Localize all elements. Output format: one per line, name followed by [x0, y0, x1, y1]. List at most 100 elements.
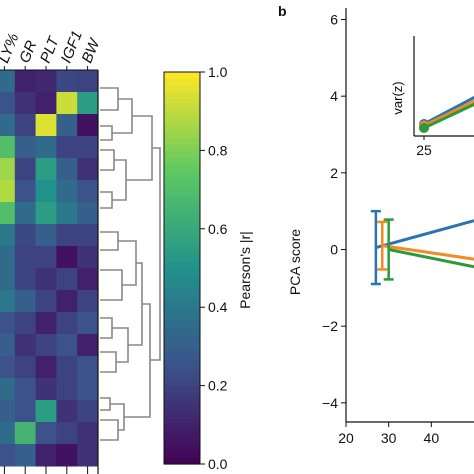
colorbar-tick-label: 1.0	[208, 64, 228, 80]
heatmap-cell	[14, 224, 37, 247]
colorbar-gradient-step	[164, 163, 200, 171]
inset-y-axis-label: var(z)	[390, 81, 405, 114]
colorbar-tick-label: 0.6	[208, 221, 228, 237]
colorbar-gradient-step	[164, 98, 200, 106]
heatmap-cell	[0, 92, 16, 115]
heatmap-cell	[56, 202, 78, 225]
heatmap-cell	[56, 70, 78, 93]
heatmap-cell	[56, 136, 78, 159]
colorbar-gradient-step	[164, 385, 200, 393]
heatmap-cell	[14, 290, 37, 313]
colorbar-gradient-step	[164, 215, 200, 223]
colorbar-gradient-step	[164, 444, 200, 452]
heatmap-cell	[0, 268, 16, 291]
colorbar-gradient-step	[164, 85, 200, 93]
heatmap-cell	[56, 334, 78, 357]
heatmap-cell	[0, 180, 16, 203]
heatmap-cell	[14, 114, 37, 137]
y-axis-label: PCA score	[287, 229, 303, 295]
panel-label-b: b	[278, 3, 287, 19]
y-tick-label: 6	[330, 12, 338, 28]
colorbar-gradient-step	[164, 307, 200, 315]
heatmap-cell	[35, 444, 57, 467]
colorbar-gradient-step	[164, 431, 200, 439]
dendrogram-branch	[100, 231, 119, 251]
colorbar-gradient-step	[164, 313, 200, 321]
heatmap-cell	[35, 268, 57, 291]
heatmap-cell	[56, 268, 78, 291]
heatmap-cell	[56, 400, 78, 423]
dendrogram-branch	[110, 403, 125, 431]
inset-series-marker	[419, 123, 429, 133]
colorbar-gradient-step	[164, 300, 200, 308]
dendrogram-branch	[128, 262, 143, 346]
inset-panel: 25	[413, 36, 474, 158]
colorbar-gradient-step	[164, 143, 200, 151]
heatmap-cell	[0, 136, 16, 159]
colorbar-gradient-step	[164, 450, 200, 459]
colorbar-gradient-step	[164, 117, 200, 125]
colorbar-gradient-step	[164, 424, 200, 432]
colorbar-gradient-step	[164, 372, 200, 380]
heatmap-cell	[0, 334, 16, 357]
colorbar-frame	[163, 71, 201, 465]
heatmap-cell	[56, 312, 78, 335]
colorbar-gradient-step	[164, 287, 200, 295]
heatmap-cell	[0, 356, 16, 379]
y-tick-label: −4	[322, 395, 338, 411]
colorbar-gradient-step	[164, 366, 200, 374]
colorbar-gradient-step	[164, 183, 200, 191]
heatmap-cell	[77, 400, 99, 423]
heatmap-cell	[56, 356, 78, 379]
colorbar-gradient-step	[164, 130, 200, 138]
dendrogram-branch	[100, 191, 113, 209]
heatmap-cell	[35, 312, 57, 335]
colorbar-gradient-step	[164, 398, 200, 406]
colorbar-gradient-step	[164, 437, 200, 445]
heatmap-cell	[56, 114, 78, 137]
colorbar-gradient-step	[164, 72, 200, 80]
heatmap-cell	[0, 246, 16, 269]
heatmap-cell	[0, 378, 16, 401]
x-tick-label: 40	[424, 430, 440, 446]
heatmap-cell	[14, 268, 37, 291]
heatmap-cell	[0, 290, 16, 313]
inset-x-tick-label: 25	[416, 142, 432, 158]
colorbar-gradient-step	[164, 333, 200, 341]
heatmap-cell	[14, 158, 37, 181]
colorbar-gradient-step	[164, 457, 200, 465]
colorbar-gradient-step	[164, 418, 200, 426]
heatmap-cell	[35, 400, 57, 423]
heatmap-cell	[77, 92, 99, 115]
colorbar-gradient-step	[164, 235, 200, 243]
heatmap-cell	[35, 290, 57, 313]
colorbar-gradient-step	[164, 248, 200, 256]
dendrogram-branch	[100, 269, 123, 301]
colorbar-gradient-step	[164, 326, 200, 334]
colorbar-gradient-step	[164, 189, 200, 197]
heatmap-cell	[56, 378, 78, 401]
heatmap-cell	[35, 422, 57, 445]
dendrogram-branch	[100, 317, 113, 339]
dendrogram-branch	[112, 327, 129, 363]
heatmap-cell	[35, 114, 57, 137]
heatmap-cell	[56, 224, 78, 247]
heatmap-cell	[14, 136, 37, 159]
colorbar-gradient-step	[164, 137, 200, 145]
heatmap-cell	[14, 400, 37, 423]
colorbar-gradient-step	[164, 111, 200, 119]
colorbar-label: Pearson's |r|	[237, 231, 253, 309]
heatmap-cell	[14, 378, 37, 401]
heatmap-cell	[35, 158, 57, 181]
dendrogram-branch	[126, 115, 153, 181]
colorbar-gradient-step	[164, 91, 200, 99]
colorbar-gradient-step	[164, 156, 200, 165]
heatmap-cell	[14, 70, 37, 93]
heatmap-cell	[56, 444, 78, 467]
colorbar-gradient-step	[164, 268, 200, 276]
inset-series-line	[423, 99, 474, 127]
heatmap-cell	[77, 224, 99, 247]
heatmap-cell	[77, 444, 99, 467]
heatmap-cell	[14, 422, 37, 445]
heatmap-cell	[77, 268, 99, 291]
